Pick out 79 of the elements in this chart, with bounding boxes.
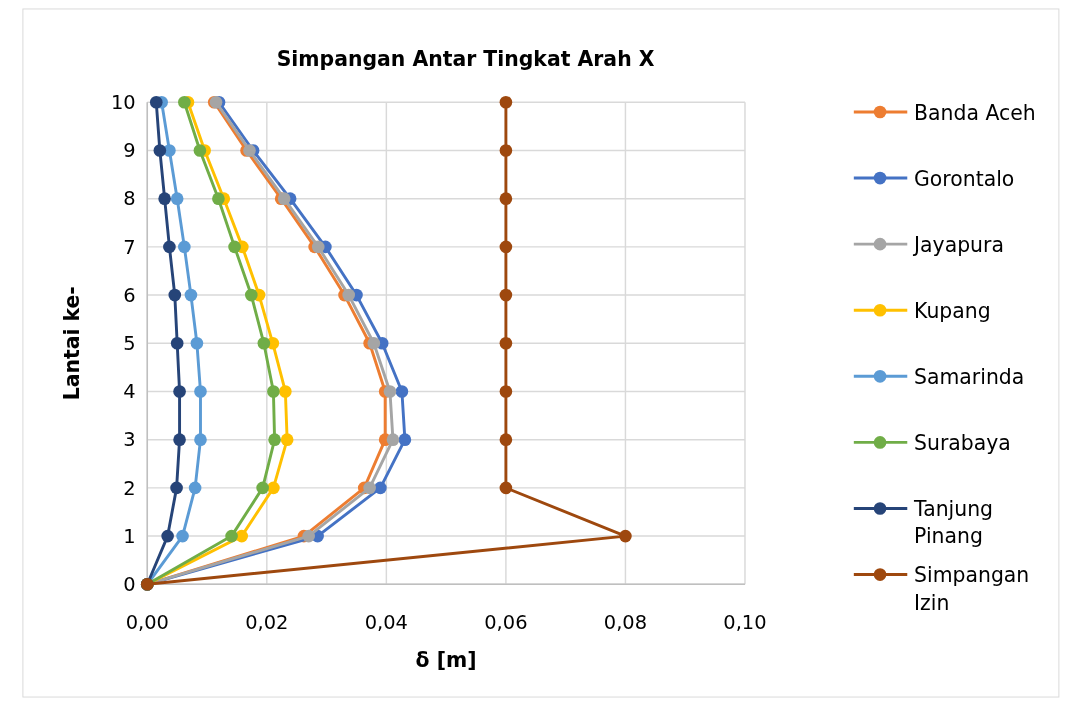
point	[170, 481, 183, 495]
x-tick-label: 0,10	[723, 611, 767, 634]
point	[302, 529, 315, 543]
point	[386, 433, 400, 446]
y-tick-label: 2	[123, 476, 136, 500]
point	[268, 433, 281, 446]
point	[158, 192, 171, 205]
point	[225, 529, 238, 543]
y-tick-label: 4	[123, 380, 136, 404]
point	[190, 336, 204, 350]
y-tick-label: 9	[123, 139, 136, 163]
legend-label: Kupang	[914, 299, 991, 324]
point	[499, 481, 513, 495]
point	[173, 433, 186, 446]
point	[194, 433, 207, 446]
y-tick-label: 0	[123, 573, 136, 597]
legend-label: Banda Aceh	[914, 100, 1036, 125]
point	[395, 385, 409, 398]
point	[280, 433, 294, 446]
point	[311, 240, 325, 254]
point	[184, 288, 198, 302]
point	[228, 240, 241, 254]
point	[383, 385, 397, 398]
point	[193, 144, 207, 157]
point	[267, 481, 280, 495]
point	[163, 240, 176, 254]
x-tick-label: 0,06	[484, 611, 528, 634]
point	[499, 288, 513, 302]
point	[149, 95, 163, 109]
y-axis-title: Lantai ke-	[60, 286, 85, 401]
x-tick-label: 0,08	[603, 611, 648, 634]
point	[153, 144, 167, 157]
point	[188, 481, 202, 495]
point	[256, 481, 269, 495]
point	[161, 529, 174, 543]
point	[499, 240, 513, 254]
point	[170, 336, 184, 350]
point	[176, 529, 189, 543]
legend-label: Tanjung Pinang	[913, 497, 994, 549]
point	[619, 529, 632, 543]
y-tick-label: 10	[110, 91, 136, 115]
point	[342, 288, 356, 302]
point	[499, 433, 513, 446]
point	[257, 336, 271, 350]
point	[499, 95, 513, 109]
point	[499, 144, 513, 157]
x-tick-label: 0,04	[364, 611, 408, 634]
x-tick-label: 0,02	[245, 611, 289, 634]
point	[178, 95, 191, 109]
point	[173, 385, 186, 398]
legend-label: Jayapura	[912, 232, 1004, 257]
point	[363, 481, 376, 495]
y-tick-label: 3	[123, 428, 136, 452]
point	[499, 385, 513, 398]
point	[279, 385, 292, 398]
point	[398, 433, 412, 446]
point	[194, 385, 207, 398]
point	[170, 192, 184, 205]
point	[267, 385, 280, 398]
point	[499, 336, 513, 350]
legend-label: Gorontalo	[914, 166, 1015, 191]
point	[244, 288, 258, 302]
point	[499, 192, 513, 205]
x-axis-title: δ [m]	[415, 647, 477, 672]
point	[367, 336, 381, 350]
y-tick-label: 6	[123, 283, 136, 307]
point	[178, 240, 191, 254]
x-tick-label: 0,00	[125, 611, 169, 634]
y-tick-label: 1	[123, 524, 136, 548]
y-tick-label: 8	[123, 187, 136, 211]
point	[168, 288, 182, 302]
legend-label: Surabaya	[914, 431, 1011, 456]
y-tick-label: 7	[123, 235, 136, 259]
point	[374, 481, 387, 495]
chart-title: Simpangan Antar Tingkat Arah X	[276, 47, 655, 72]
legend-label: Samarinda	[914, 365, 1025, 390]
point	[212, 192, 225, 205]
legend-label: Simpangan Izin	[914, 563, 1030, 615]
y-tick-label: 5	[123, 332, 136, 356]
